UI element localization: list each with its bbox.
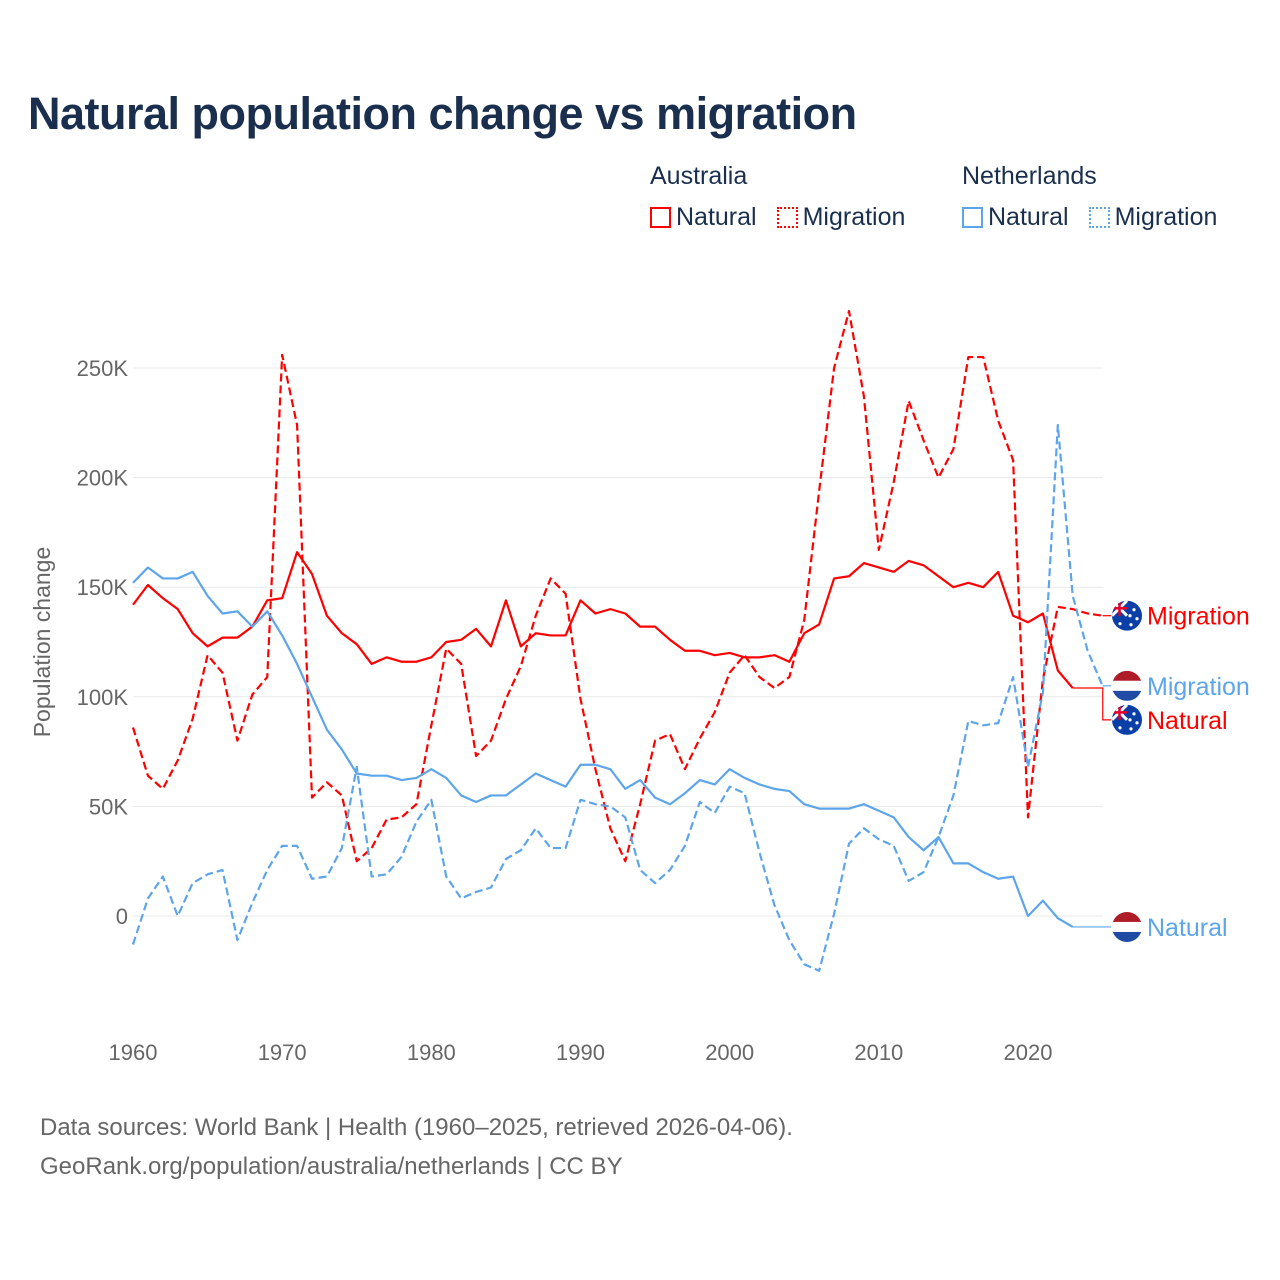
x-tick-label: 2020 xyxy=(1004,1040,1053,1065)
flag-stripe xyxy=(1112,911,1142,922)
solid-line-swatch-icon xyxy=(962,207,983,228)
dotted-line-swatch-icon xyxy=(1088,207,1110,228)
y-tick-label: 250K xyxy=(77,356,129,381)
legend-group-netherlands: Netherlands Natural Migration xyxy=(962,162,1217,232)
australia-flag-icon xyxy=(1112,600,1142,631)
y-tick-label: 0 xyxy=(116,904,128,929)
dotted-line-swatch-icon xyxy=(776,207,798,228)
y-tick-label: 50K xyxy=(89,794,128,819)
flag-star xyxy=(1129,623,1133,627)
solid-line-swatch-icon xyxy=(650,207,671,228)
netherlands-flag-icon xyxy=(1112,911,1142,942)
x-tick-label: 1970 xyxy=(258,1040,307,1065)
legend-label: Natural xyxy=(988,203,1069,231)
legend-item-australia-natural[interactable]: Natural xyxy=(650,203,757,232)
x-tick-label: 1960 xyxy=(109,1040,158,1065)
legend-item-netherlands-migration[interactable]: Migration xyxy=(1088,203,1218,232)
series-line-netherlands-natural xyxy=(132,566,1074,928)
y-axis-label: Population change xyxy=(29,547,55,738)
x-tick-label: 2010 xyxy=(854,1040,903,1065)
y-tick-label: 150K xyxy=(77,575,129,600)
netherlands-flag-icon xyxy=(1112,670,1142,701)
y-tick-label: 100K xyxy=(77,685,129,710)
legend-label: Migration xyxy=(802,203,906,231)
flag-stripe xyxy=(1112,690,1142,701)
x-tick-label: 1990 xyxy=(556,1040,605,1065)
y-tick-label: 200K xyxy=(77,466,129,491)
end-label-netherlands-migration: Migration xyxy=(1147,673,1250,701)
end-label-australia-migration: Migration xyxy=(1147,603,1250,631)
australia-flag-icon xyxy=(1112,704,1142,735)
legend-group-australia: Australia Natural Migration xyxy=(650,162,905,232)
flag-stripe xyxy=(1112,680,1142,691)
flag-cross xyxy=(1112,704,1127,720)
series-line-australia-migration xyxy=(131,309,1103,863)
x-tick-label: 2000 xyxy=(705,1040,754,1065)
chart-title: Natural population change vs migration xyxy=(28,88,857,139)
flag-star xyxy=(1129,727,1133,731)
series-line-netherlands-migration xyxy=(131,423,1104,972)
flag-star xyxy=(1135,721,1139,725)
legend-group-title: Australia xyxy=(650,162,748,190)
footer: Data sources: World Bank | Health (1960–… xyxy=(40,1108,793,1186)
data-source-note: Data sources: World Bank | Health (1960–… xyxy=(40,1114,793,1141)
flag-stripe xyxy=(1112,921,1142,932)
flag-star xyxy=(1132,712,1136,716)
flag-star xyxy=(1128,718,1132,722)
flag-star xyxy=(1118,726,1122,730)
flag-star xyxy=(1118,622,1122,626)
legend-group-title: Netherlands xyxy=(962,162,1097,190)
legend-label: Migration xyxy=(1114,203,1218,231)
series-line-australia-natural xyxy=(132,551,1074,689)
legend-label: Natural xyxy=(676,203,757,231)
flag-star xyxy=(1135,617,1139,621)
flag xyxy=(1112,670,1142,701)
legend-item-netherlands-natural[interactable]: Natural xyxy=(962,203,1069,232)
x-tick-label: 1980 xyxy=(407,1040,456,1065)
flag-stripe xyxy=(1112,931,1142,942)
flag-stripe xyxy=(1112,670,1142,681)
flag-star xyxy=(1128,614,1132,618)
label-connector xyxy=(1072,687,1111,721)
flag xyxy=(1112,911,1142,942)
legend-item-australia-migration[interactable]: Migration xyxy=(776,203,906,232)
end-label-netherlands-natural: Natural xyxy=(1147,914,1228,942)
flag-cross xyxy=(1112,600,1127,616)
attribution-link[interactable]: GeoRank.org/population/australia/netherl… xyxy=(40,1153,623,1180)
flag xyxy=(1112,704,1142,735)
end-label-australia-natural: Natural xyxy=(1147,707,1228,735)
flag xyxy=(1112,600,1142,631)
flag-star xyxy=(1132,608,1136,612)
